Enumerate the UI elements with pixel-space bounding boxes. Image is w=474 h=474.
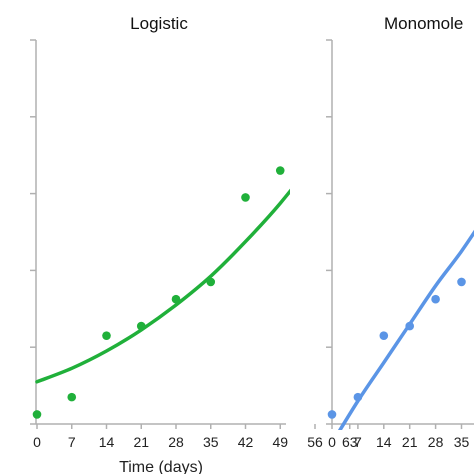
- data-points: [32, 86, 354, 419]
- x-tick-label: 0: [328, 434, 336, 450]
- data-point: [275, 166, 285, 175]
- data-point: [457, 277, 466, 287]
- data-point: [67, 392, 77, 402]
- data-point: [311, 120, 320, 129]
- data-point: [405, 321, 415, 331]
- x-tick-label: 35: [203, 434, 219, 450]
- data-point: [206, 277, 216, 287]
- x-tick-label: 14: [376, 434, 392, 450]
- data-point: [241, 193, 250, 202]
- data-point: [171, 294, 181, 304]
- panel-title: Monomole: [384, 14, 463, 33]
- x-tick-label: 42: [238, 434, 254, 450]
- fit-curve: [337, 229, 474, 430]
- chart-panel-monomole: Monomole 0 7 14 21 28 35: [326, 14, 474, 450]
- x-ticks: 0 7 14 21 28 35: [328, 424, 469, 450]
- x-tick-label: 0: [33, 434, 41, 450]
- x-tick-label: 21: [133, 434, 149, 450]
- x-tick-label: 56: [307, 434, 323, 450]
- data-point: [353, 392, 363, 402]
- data-points: [327, 277, 466, 419]
- chart-panel-logistic: Logistic 0 7 14 21 28 35 42 49 56 63 Time (days): [30, 14, 358, 474]
- x-tick-label: 21: [402, 434, 418, 450]
- x-tick-label: 28: [168, 434, 184, 450]
- data-point: [431, 294, 440, 304]
- x-tick-label: 14: [99, 434, 115, 450]
- x-tick-label: 49: [272, 434, 288, 450]
- x-tick-label: 7: [354, 434, 362, 450]
- x-tick-label: 63: [342, 434, 358, 450]
- data-point: [32, 410, 42, 419]
- data-point: [136, 321, 146, 331]
- panel-title: Logistic: [130, 14, 188, 33]
- x-ticks: 0 7 14 21 28 35 42 49 56 63: [33, 424, 358, 450]
- x-tick-label: 35: [454, 434, 470, 450]
- x-tick-label: 7: [68, 434, 76, 450]
- y-ticks: [326, 39, 332, 425]
- data-point: [102, 331, 111, 340]
- fit-curve: [35, 188, 290, 384]
- data-point: [379, 331, 389, 340]
- x-axis-label: Time (days): [119, 459, 203, 474]
- y-ticks: [30, 39, 36, 425]
- data-point: [345, 86, 354, 95]
- x-tick-label: 28: [428, 434, 444, 450]
- data-point: [327, 410, 337, 419]
